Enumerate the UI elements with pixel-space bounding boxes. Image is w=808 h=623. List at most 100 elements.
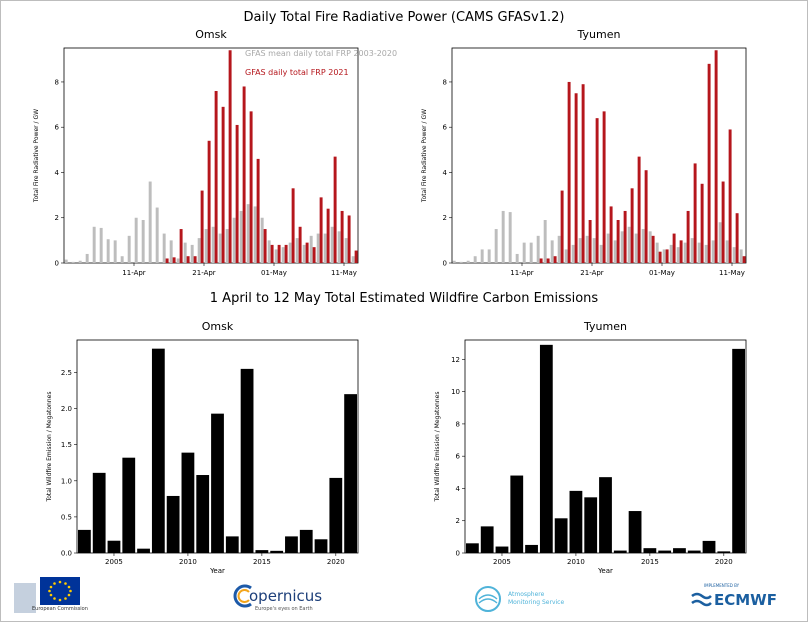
tyumen-frp-mean-bar xyxy=(690,238,694,263)
tyumen-frp-ytick-label: 2 xyxy=(443,214,447,222)
copernicus-c-icon xyxy=(233,584,252,608)
omsk-frp-daily-bar xyxy=(270,244,274,263)
omsk-emissions-bar xyxy=(240,368,254,553)
omsk-emissions-title: Omsk xyxy=(202,320,234,333)
omsk-frp-daily-bar xyxy=(242,86,246,263)
tyumen-frp-daily-bar xyxy=(735,213,739,263)
omsk-frp-mean-bar xyxy=(316,233,320,263)
tyumen-frp-daily-bar xyxy=(553,256,557,263)
tyumen-frp-mean-bar xyxy=(725,240,729,263)
omsk-emissions-xlabel: Year xyxy=(209,567,225,574)
omsk-frp-mean-bar xyxy=(302,244,306,263)
omsk-frp-xtick-label: 11-Apr xyxy=(122,269,146,277)
copernicus-tagline: Europe's eyes on Earth xyxy=(255,606,313,612)
tyumen-frp-mean-bar xyxy=(578,238,582,263)
omsk-frp-daily-bar xyxy=(333,156,337,263)
ecmwf-logo: IMPLEMENTED BY ECMWF xyxy=(690,583,790,613)
omsk-frp-xtick-label: 01-May xyxy=(261,269,287,277)
european-commission-logo: European Commission xyxy=(14,575,88,619)
tyumen-frp-mean-bar xyxy=(550,240,554,263)
omsk-frp-mean-bar xyxy=(253,206,257,263)
tyumen-frp-mean-bar xyxy=(739,249,743,263)
omsk-frp-legend-daily: GFAS daily total FRP 2021 xyxy=(245,68,349,77)
tyumen-frp-mean-bar xyxy=(536,235,540,263)
tyumen-frp-ytick-label: 6 xyxy=(443,124,448,132)
omsk-frp-title: Omsk xyxy=(195,28,227,41)
tyumen-frp-daily-bar xyxy=(560,190,564,263)
omsk-emissions-xtick-label: 2015 xyxy=(253,558,271,566)
tyumen-frp-daily-bar xyxy=(686,210,690,263)
omsk-emissions-bar xyxy=(314,539,328,553)
tyumen-frp-mean-bar xyxy=(662,249,666,263)
copernicus-wordmark: opernicus xyxy=(249,587,323,605)
omsk-frp-mean-bar xyxy=(281,247,285,263)
tyumen-frp-ylabel: Total Fire Radiative Power / GW xyxy=(421,109,428,203)
tyumen-frp-mean-bar xyxy=(557,235,561,263)
omsk-emissions-ytick-label: 2.5 xyxy=(61,369,72,377)
omsk-frp-mean-bar xyxy=(176,258,180,263)
tyumen-emissions-bar xyxy=(480,526,494,553)
tyumen-frp-mean-bar xyxy=(676,247,680,263)
tyumen-frp-plot-frame xyxy=(451,47,747,264)
omsk-emissions-ytick-label: 0.5 xyxy=(61,513,72,521)
tyumen-frp-mean-bar xyxy=(571,244,575,263)
tyumen-frp-daily-bar xyxy=(651,235,655,263)
top-section-title: Daily Total Fire Radiative Power (CAMS G… xyxy=(243,10,565,25)
tyumen-frp-mean-bar xyxy=(494,229,498,263)
tyumen-emissions-bar xyxy=(687,550,701,553)
omsk-frp-mean-bar xyxy=(148,181,152,263)
omsk-frp-daily-bar xyxy=(165,258,169,263)
omsk-frp-mean-bar xyxy=(155,207,159,263)
tyumen-frp-mean-bar xyxy=(459,261,463,263)
tyumen-frp-xtick-label: 11-May xyxy=(719,269,745,277)
atmosphere-globe-icon xyxy=(475,586,501,612)
omsk-frp-daily-bar xyxy=(200,190,204,263)
omsk-frp-mean-bar xyxy=(246,204,250,263)
omsk-emissions-ytick-label: 1.5 xyxy=(61,441,72,449)
tyumen-frp-daily-bar xyxy=(616,220,620,263)
copernicus-logo: opernicus Europe's eyes on Earth xyxy=(233,583,333,619)
tyumen-frp-daily-bar xyxy=(679,240,683,263)
omsk-emissions-bar xyxy=(299,529,313,553)
tyumen-emissions-chart: Tyumen 0 2 4 6 8 10 12 Total Wildfire Emission /… xyxy=(434,320,747,574)
omsk-frp-ytick-label: 6 xyxy=(55,124,60,132)
cams-name-line2: Monitoring Service xyxy=(508,599,565,606)
omsk-frp-daily-bar xyxy=(179,229,183,263)
tyumen-frp-mean-bar xyxy=(452,260,456,263)
omsk-frp-mean-bar xyxy=(351,256,355,263)
tyumen-frp-daily-bar xyxy=(721,181,725,263)
tyumen-frp-daily-bar xyxy=(630,188,634,263)
omsk-frp-mean-bar xyxy=(113,240,117,263)
tyumen-frp-mean-bar xyxy=(599,244,603,263)
omsk-frp-daily-bar xyxy=(193,256,197,263)
tyumen-frp-daily-bar xyxy=(644,170,648,263)
tyumen-frp-mean-bar xyxy=(515,253,519,263)
omsk-frp-daily-bar xyxy=(228,50,232,264)
omsk-frp-mean-bar xyxy=(337,231,341,263)
tyumen-frp-mean-bar xyxy=(669,244,673,263)
tyumen-frp-xtick-label: 11-Apr xyxy=(510,269,534,277)
omsk-frp-mean-bar xyxy=(64,259,68,263)
omsk-frp-legend-mean: GFAS mean daily total FRP 2003-2020 xyxy=(245,49,397,58)
tyumen-frp-mean-bar xyxy=(529,242,533,263)
omsk-emissions-chart: Omsk 0.0 0.5 1.0 1.5 2.0 2.5 Total Wildfire Emi… xyxy=(46,320,359,574)
tyumen-frp-mean-bar xyxy=(473,256,477,263)
tyumen-frp-daily-bar xyxy=(609,206,613,263)
ecmwf-wave-icon xyxy=(691,592,712,607)
tyumen-frp-mean-bar xyxy=(641,229,645,263)
omsk-emissions-bar xyxy=(329,477,343,553)
omsk-frp-daily-bar xyxy=(312,247,316,263)
omsk-frp-daily-bar xyxy=(277,244,281,263)
tyumen-frp-daily-bar xyxy=(658,251,662,263)
tyumen-frp-mean-bar xyxy=(718,222,722,263)
tyumen-emissions-bar xyxy=(673,548,686,553)
omsk-frp-daily-bar xyxy=(347,215,351,263)
omsk-emissions-xtick-label: 2020 xyxy=(327,558,345,566)
omsk-frp-daily-bar xyxy=(207,140,211,263)
implemented-by-label: IMPLEMENTED BY xyxy=(704,583,740,588)
omsk-emissions-bar xyxy=(270,550,284,553)
omsk-frp-mean-bar xyxy=(288,242,292,263)
omsk-frp-ytick-label: 0 xyxy=(55,260,59,268)
tyumen-emissions-xlabel: Year xyxy=(597,567,613,574)
omsk-frp-mean-bar xyxy=(127,235,131,263)
